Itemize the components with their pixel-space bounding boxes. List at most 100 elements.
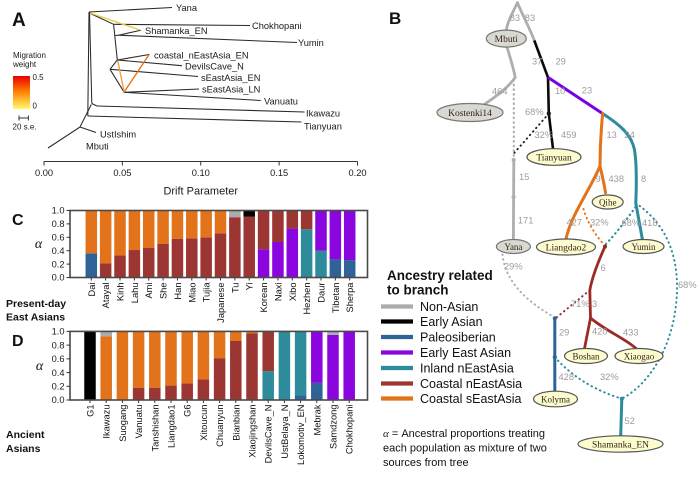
svg-text:32%: 32% — [600, 372, 619, 382]
svg-text:0.8: 0.8 — [52, 219, 65, 229]
svg-text:Yi: Yi — [245, 283, 255, 291]
svg-text:Tianyuan: Tianyuan — [304, 122, 342, 132]
svg-text:Naxi: Naxi — [273, 283, 283, 302]
svg-text:Kostenki14: Kostenki14 — [448, 109, 492, 119]
svg-text:3: 3 — [592, 299, 597, 309]
svg-text:Kinh: Kinh — [116, 283, 126, 302]
svg-text:13: 13 — [607, 130, 617, 140]
svg-text:Suogang: Suogang — [118, 405, 128, 442]
svg-text:Vanuatu: Vanuatu — [134, 405, 144, 439]
svg-text:sEastAsia_EN: sEastAsia_EN — [201, 73, 260, 83]
svg-text:G6: G6 — [183, 405, 193, 417]
svg-text:Sherpa: Sherpa — [345, 282, 355, 313]
svg-text:Paleosiberian: Paleosiberian — [420, 331, 496, 345]
svg-text:Mebrak: Mebrak — [312, 404, 322, 435]
svg-text:52: 52 — [625, 416, 635, 426]
svg-text:Liangdao2: Liangdao2 — [546, 244, 587, 254]
svg-text:Han: Han — [173, 283, 183, 300]
svg-text:Tujia: Tujia — [202, 282, 212, 303]
svg-text:1.0: 1.0 — [52, 206, 65, 216]
svg-text:Boshan: Boshan — [573, 352, 601, 362]
svg-text:Ami: Ami — [144, 283, 154, 299]
svg-text:0.4: 0.4 — [52, 246, 65, 256]
svg-text:Chuanyun: Chuanyun — [215, 405, 225, 447]
svg-text:Tibetan: Tibetan — [331, 283, 341, 314]
svg-text:Early Asian: Early Asian — [420, 315, 483, 329]
svg-text:α: α — [36, 359, 44, 374]
svg-text:0.8: 0.8 — [52, 340, 65, 350]
svg-text:459: 459 — [561, 130, 577, 140]
svg-text:29: 29 — [559, 328, 569, 338]
svg-text:each population as mixture of: each population as mixture of two — [383, 443, 547, 455]
svg-text:0.20: 0.20 — [348, 168, 366, 178]
svg-text:0.6: 0.6 — [52, 354, 65, 364]
svg-text:9: 9 — [596, 174, 601, 184]
svg-text:0.00: 0.00 — [35, 168, 53, 178]
svg-text:Liangdao1: Liangdao1 — [167, 405, 177, 448]
svg-text:Daur: Daur — [317, 283, 327, 303]
svg-text:438: 438 — [609, 174, 625, 184]
svg-text:15: 15 — [519, 172, 529, 182]
svg-text:171: 171 — [518, 216, 534, 226]
svg-text:1.0: 1.0 — [52, 327, 65, 337]
svg-text:sEastAsia_LN: sEastAsia_LN — [202, 85, 260, 95]
svg-text:DevilsCave_N: DevilsCave_N — [185, 62, 244, 72]
svg-text:Xibo: Xibo — [288, 283, 298, 302]
svg-text:Japanese: Japanese — [216, 283, 226, 323]
svg-text:Ikawazu: Ikawazu — [306, 109, 340, 119]
svg-text:Mbuti: Mbuti — [86, 142, 109, 152]
svg-text:10: 10 — [555, 86, 565, 96]
svg-text:B: B — [389, 9, 401, 28]
svg-text:Xiaojingshan: Xiaojingshan — [248, 405, 258, 458]
svg-text:0.10: 0.10 — [192, 168, 210, 178]
svg-text:Samdzong: Samdzong — [329, 405, 339, 449]
svg-text:Yana: Yana — [504, 242, 522, 252]
svg-text:32%: 32% — [590, 218, 609, 228]
svg-text:UstBelaya_N: UstBelaya_N — [280, 405, 290, 459]
svg-text:She: She — [159, 283, 169, 300]
svg-text:DevilsCave_N: DevilsCave_N — [264, 405, 274, 464]
svg-text:Chokhopani: Chokhopani — [252, 21, 302, 31]
svg-text:Atayal: Atayal — [101, 283, 111, 309]
svg-text:71%: 71% — [571, 299, 590, 309]
svg-text:α = Ancestral proportions trea: α = Ancestral proportions treating — [383, 428, 545, 440]
svg-text:to branch: to branch — [387, 283, 449, 298]
svg-text:Asians: Asians — [6, 443, 41, 455]
svg-text:0.2: 0.2 — [52, 381, 65, 391]
svg-text:0.0: 0.0 — [52, 395, 65, 405]
svg-text:D: D — [12, 333, 24, 350]
svg-text:Tianyuan: Tianyuan — [536, 154, 572, 164]
svg-text:0.15: 0.15 — [270, 168, 288, 178]
svg-text:464: 464 — [492, 87, 508, 97]
svg-text:Drift Parameter: Drift Parameter — [163, 186, 238, 198]
svg-text:420: 420 — [592, 327, 608, 337]
svg-text:Present-day: Present-day — [6, 298, 66, 310]
svg-text:Shamanka_EN: Shamanka_EN — [592, 441, 649, 451]
svg-text:29: 29 — [556, 57, 566, 67]
svg-text:29%: 29% — [504, 262, 523, 272]
svg-text:0.5: 0.5 — [33, 73, 45, 82]
svg-text:68%: 68% — [622, 218, 641, 228]
svg-text:Qihe: Qihe — [599, 198, 617, 208]
svg-text:68%: 68% — [678, 280, 697, 290]
svg-text:UstIshim: UstIshim — [100, 130, 136, 140]
svg-text:68%: 68% — [525, 107, 544, 117]
svg-text:Tu: Tu — [230, 283, 240, 294]
svg-text:Korean: Korean — [259, 283, 269, 313]
svg-text:6: 6 — [601, 263, 606, 273]
svg-text:sources from tree: sources from tree — [383, 457, 469, 469]
svg-text:Yana: Yana — [176, 3, 198, 13]
svg-text:0.05: 0.05 — [113, 168, 131, 178]
svg-text:427: 427 — [567, 218, 583, 228]
svg-text:Shamanka_EN: Shamanka_EN — [145, 26, 208, 36]
svg-text:Vanuatu: Vanuatu — [264, 97, 298, 107]
svg-text:428: 428 — [559, 372, 575, 382]
svg-text:Coastal sEastAsia: Coastal sEastAsia — [420, 392, 521, 406]
svg-text:Xitoucun: Xitoucun — [199, 405, 209, 441]
svg-text:0: 0 — [33, 102, 38, 111]
svg-text:A: A — [12, 10, 26, 31]
svg-text:32%: 32% — [535, 130, 554, 140]
svg-text:coastal_nEastAsia_EN: coastal_nEastAsia_EN — [154, 51, 249, 61]
svg-text:α: α — [35, 237, 43, 252]
svg-text:Lahu: Lahu — [130, 283, 140, 304]
